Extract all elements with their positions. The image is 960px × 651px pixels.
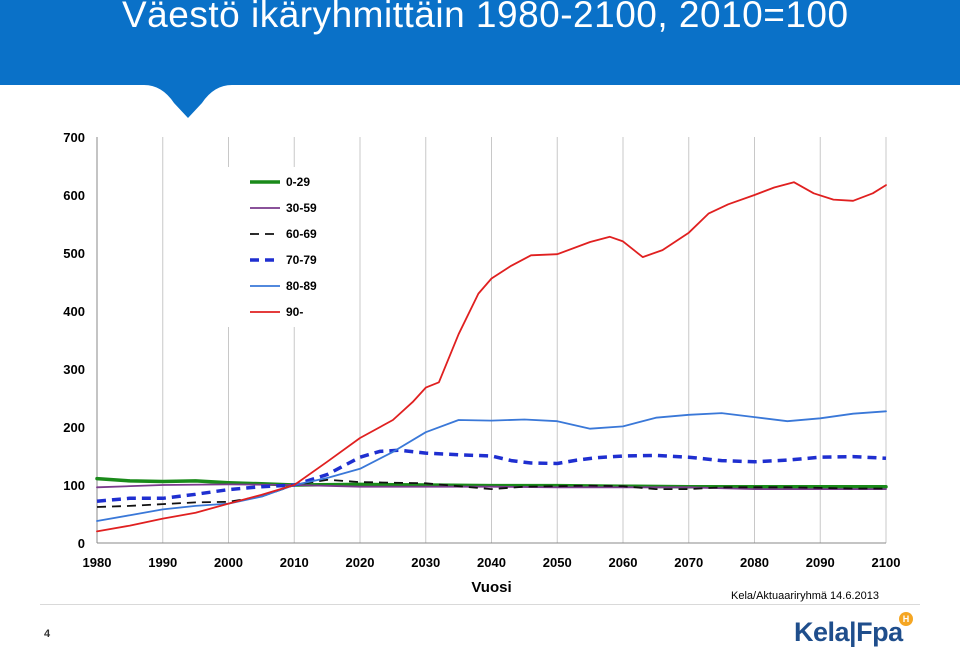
legend-label: 30-59	[286, 201, 317, 215]
legend-label: 90-	[286, 305, 303, 319]
x-tick-label: 2020	[346, 555, 375, 570]
page-number: 4	[44, 628, 51, 640]
series-line-0-29	[95, 476, 888, 489]
source-note: Kela/Aktuaariryhmä 14.6.2013	[731, 590, 879, 602]
footer-divider	[40, 604, 920, 605]
x-tick-label: 1990	[148, 555, 177, 570]
x-axis-label: Vuosi	[471, 579, 511, 596]
kela-logo: Kela|Fpa H	[794, 612, 918, 650]
legend-label: 80-89	[286, 279, 317, 293]
logo-text: Kela|Fpa	[794, 617, 903, 647]
x-tick-label: 2010	[280, 555, 309, 570]
y-tick-label: 400	[63, 304, 85, 319]
series-line-70-79	[96, 448, 887, 503]
y-tick-label: 300	[63, 362, 85, 377]
y-tick-label: 0	[78, 536, 85, 551]
y-tick-label: 600	[63, 188, 85, 203]
logo-badge-icon: H	[899, 612, 913, 626]
x-tick-label: 2100	[872, 555, 901, 570]
legend-label: 0-29	[286, 175, 310, 189]
series-line-90-	[96, 181, 887, 533]
series-line-60-69	[96, 478, 886, 508]
legend-box	[228, 167, 340, 327]
x-tick-label: 2040	[477, 555, 506, 570]
x-tick-label: 1980	[83, 555, 112, 570]
y-tick-label: 200	[63, 420, 85, 435]
legend-label: 60-69	[286, 227, 317, 241]
x-tick-label: 2070	[674, 555, 703, 570]
banner-shape	[0, 0, 960, 118]
x-tick-label: 2060	[609, 555, 638, 570]
x-tick-label: 2090	[806, 555, 835, 570]
legend: 0-29 30-59 60-69 70-79 80-89 90-	[228, 167, 340, 327]
x-tick-label: 2050	[543, 555, 572, 570]
x-tick-label: 2080	[740, 555, 769, 570]
y-tick-label: 100	[63, 478, 85, 493]
x-tick-label: 2030	[411, 555, 440, 570]
title-banner: Väestö ikäryhmittäin 1980-2100, 2010=100	[0, 0, 960, 118]
page-title: Väestö ikäryhmittäin 1980-2100, 2010=100	[122, 0, 849, 35]
y-tick-label: 500	[63, 246, 85, 261]
y-tick-label: 700	[63, 130, 85, 145]
x-tick-label: 2000	[214, 555, 243, 570]
legend-label: 70-79	[286, 253, 317, 267]
line-chart: 1980 1990 2000 2010 2020 2030 2040 2050 2060 2070…	[63, 130, 901, 596]
series-line-30-59	[96, 483, 887, 491]
